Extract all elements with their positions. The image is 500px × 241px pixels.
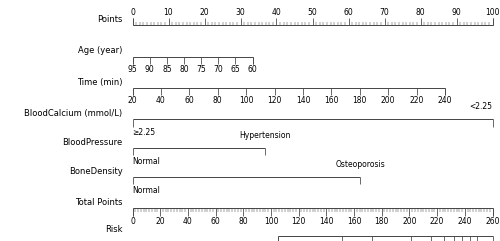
Text: BloodPressure: BloodPressure <box>62 138 122 147</box>
Text: 140: 140 <box>296 96 310 105</box>
Text: Hypertension: Hypertension <box>240 131 290 140</box>
Text: 80: 80 <box>179 65 189 74</box>
Text: 220: 220 <box>410 96 424 105</box>
Text: 40: 40 <box>156 96 166 105</box>
Text: Risk: Risk <box>105 226 122 234</box>
Text: 60: 60 <box>344 8 353 17</box>
Text: 100: 100 <box>239 96 254 105</box>
Text: 20: 20 <box>128 96 138 105</box>
Text: 100: 100 <box>264 217 278 226</box>
Text: 80: 80 <box>238 217 248 226</box>
Text: 100: 100 <box>485 8 500 17</box>
Text: Total Points: Total Points <box>75 198 122 207</box>
Text: 10: 10 <box>164 8 173 17</box>
Text: 180: 180 <box>374 217 389 226</box>
Text: 160: 160 <box>324 96 338 105</box>
Text: 85: 85 <box>162 65 172 74</box>
Text: 80: 80 <box>416 8 426 17</box>
Text: 40: 40 <box>272 8 281 17</box>
Text: 90: 90 <box>145 65 154 74</box>
Text: 20: 20 <box>200 8 209 17</box>
Text: 220: 220 <box>430 217 444 226</box>
Text: 20: 20 <box>156 217 165 226</box>
Text: 240: 240 <box>458 217 472 226</box>
Text: ≥2.25: ≥2.25 <box>132 128 156 137</box>
Text: 200: 200 <box>381 96 396 105</box>
Text: 40: 40 <box>183 217 192 226</box>
Text: 70: 70 <box>214 65 223 74</box>
Text: 60: 60 <box>210 217 220 226</box>
Text: 90: 90 <box>452 8 462 17</box>
Text: 65: 65 <box>230 65 240 74</box>
Text: 240: 240 <box>438 96 452 105</box>
Text: Time (min): Time (min) <box>77 78 122 87</box>
Text: BoneDensity: BoneDensity <box>69 167 122 176</box>
Text: 120: 120 <box>292 217 306 226</box>
Text: 140: 140 <box>319 217 334 226</box>
Text: 30: 30 <box>236 8 246 17</box>
Text: 80: 80 <box>213 96 222 105</box>
Text: 0: 0 <box>130 8 135 17</box>
Text: 180: 180 <box>352 96 367 105</box>
Text: <2.25: <2.25 <box>470 102 492 111</box>
Text: 260: 260 <box>485 217 500 226</box>
Text: Points: Points <box>97 15 122 24</box>
Text: 60: 60 <box>248 65 258 74</box>
Text: 95: 95 <box>128 65 138 74</box>
Text: 70: 70 <box>380 8 390 17</box>
Text: 75: 75 <box>196 65 206 74</box>
Text: BloodCalcium (mmol/L): BloodCalcium (mmol/L) <box>24 109 122 118</box>
Text: 0: 0 <box>130 217 135 226</box>
Text: Osteoporosis: Osteoporosis <box>335 160 385 169</box>
Text: 200: 200 <box>402 217 416 226</box>
Text: Normal: Normal <box>132 157 160 166</box>
Text: 50: 50 <box>308 8 318 17</box>
Text: 120: 120 <box>268 96 281 105</box>
Text: Age (year): Age (year) <box>78 47 122 55</box>
Text: Normal: Normal <box>132 186 160 194</box>
Text: 60: 60 <box>184 96 194 105</box>
Text: 160: 160 <box>347 217 362 226</box>
